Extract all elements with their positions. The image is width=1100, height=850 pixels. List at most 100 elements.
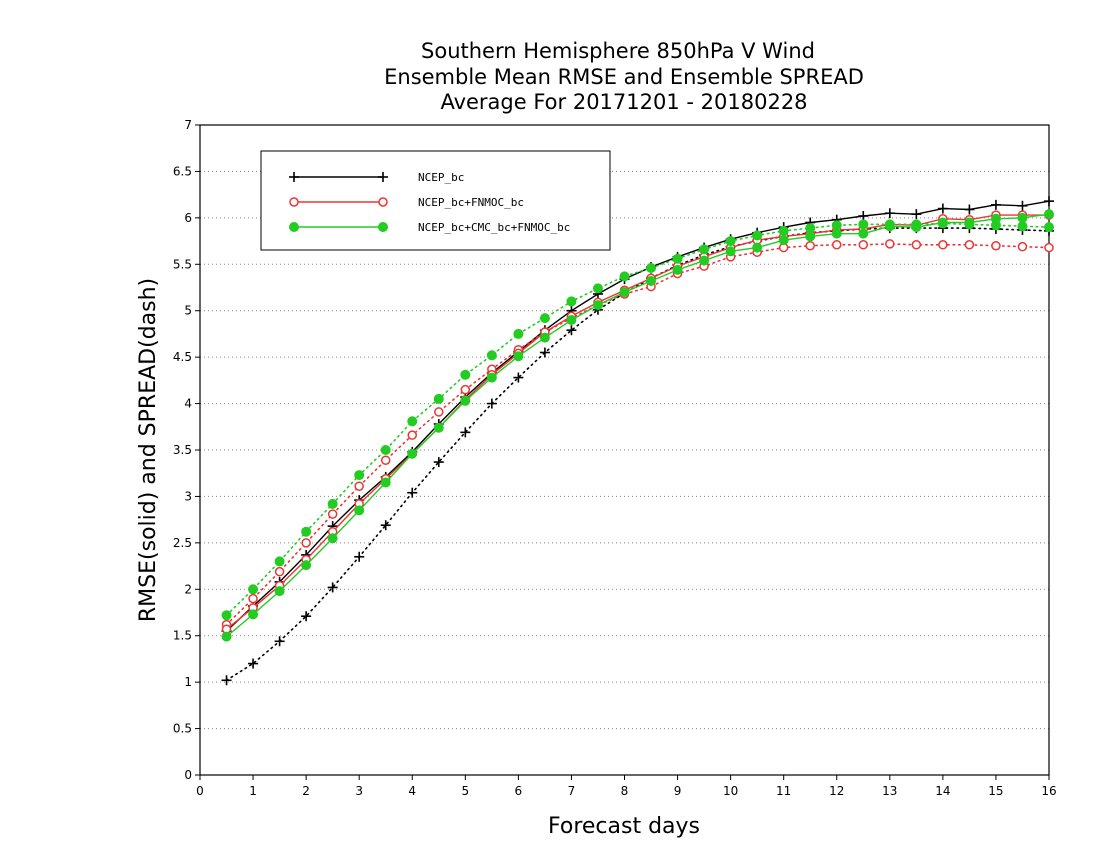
rmse-point: [911, 222, 922, 233]
spread-point: [301, 538, 311, 548]
rmse-line: [226, 213, 1050, 638]
rmse-point: [566, 315, 577, 325]
y-tick-label: 3.5: [173, 443, 192, 457]
spread-point: [1044, 242, 1054, 253]
spread-point: [407, 487, 418, 498]
spread-point: [513, 372, 524, 383]
x-tick-label: 5: [461, 784, 469, 798]
spread-line: [225, 227, 1050, 682]
spread-point: [460, 384, 471, 395]
spread-point: [274, 556, 285, 567]
spread-point: [327, 509, 338, 519]
chart-title-line-1: Southern Hemisphere 850hPa V Wind: [421, 39, 815, 63]
spread-point: [991, 240, 1001, 251]
spread-point: [354, 551, 365, 562]
spread-point: [938, 240, 948, 250]
rmse-point: [1044, 209, 1054, 220]
rmse-point: [990, 199, 1001, 210]
spread-point: [327, 498, 338, 509]
spread-point: [513, 328, 524, 339]
y-tick-label: 0: [184, 768, 192, 782]
spread-point: [592, 283, 603, 294]
rmse-line: [226, 214, 1049, 630]
legend-marker: [378, 222, 388, 232]
y-tick-label: 2.5: [173, 536, 192, 550]
rmse-point: [619, 287, 630, 298]
legend-label: NCEP_bc+CMC_bc+FNMOC_bc: [418, 221, 570, 234]
series: [221, 196, 1054, 686]
y-tick-label: 6: [184, 211, 192, 225]
rmse-point: [380, 477, 391, 488]
y-tick-label: 6.5: [173, 164, 192, 178]
spread-point: [752, 230, 763, 241]
rmse-point: [858, 228, 869, 239]
legend-label: NCEP_bc+FNMOC_bc: [418, 196, 524, 209]
rmse-point: [990, 213, 1001, 224]
tick-labels: 00.511.522.533.544.555.566.570 1 2 3 4 5 6 7 8 9 1…: [173, 118, 1057, 798]
rmse-point: [699, 255, 710, 266]
y-axis-label: RMSE(solid) and SPREAD(dash): [136, 278, 161, 622]
spread-point: [248, 584, 259, 595]
x-tick-label: 14: [935, 784, 950, 798]
legend-marker: [378, 172, 388, 182]
spread-point: [646, 263, 657, 273]
spread-line: [225, 243, 1050, 626]
rmse-point: [407, 448, 418, 459]
spread-point: [619, 271, 630, 282]
rmse-point: [911, 209, 922, 220]
x-tick-label: 4: [408, 784, 416, 798]
rmse-point: [884, 221, 895, 232]
spread-point: [778, 225, 789, 236]
spread-point: [725, 236, 736, 247]
chart-title-line-3: Average For 20171201 - 20180228: [440, 90, 807, 114]
grid: [200, 170, 1049, 730]
spread-point: [672, 253, 683, 264]
y-tick-label: 3: [184, 489, 192, 503]
legend-marker: [378, 197, 388, 207]
y-tick-label: 5: [184, 304, 192, 318]
spread-point: [380, 455, 391, 465]
x-tick-label: 2: [302, 784, 310, 798]
legend-label: NCEP_bc: [418, 171, 464, 184]
spread-point: [1017, 221, 1028, 232]
spread-point: [911, 240, 922, 250]
rmse-point: [964, 204, 975, 215]
x-tick-label: 7: [568, 784, 576, 798]
rmse-point: [858, 211, 869, 221]
y-tick-label: 1: [184, 675, 192, 689]
x-tick-label: 9: [674, 784, 682, 798]
spread-point: [964, 240, 975, 250]
spread-point: [832, 240, 842, 250]
spread-point: [354, 481, 364, 491]
spread-point: [885, 239, 895, 249]
legend-marker: [289, 197, 299, 207]
rmse-point: [274, 586, 285, 597]
spread-point: [1017, 241, 1028, 252]
rmse-point: [805, 231, 816, 242]
spread-point: [805, 223, 816, 234]
rmse-point: [964, 217, 975, 228]
chart-title-line-2: Ensemble Mean RMSE and Ensemble SPREAD: [384, 65, 864, 89]
legend-marker: [289, 172, 299, 182]
rmse-point: [301, 560, 312, 571]
legend-entry-0: NCEP_bc: [289, 171, 464, 184]
spread-point: [380, 520, 391, 531]
rmse-point: [354, 505, 365, 516]
legend-entry-2: NCEP_bc+CMC_bc+FNMOC_bc: [289, 221, 570, 234]
spread-point: [380, 445, 391, 455]
rmse-point: [937, 217, 948, 228]
rmse-point: [672, 264, 683, 275]
spread-point: [460, 427, 471, 438]
y-tick-label: 4.5: [173, 350, 192, 364]
axes: [195, 124, 1050, 780]
spread-point: [805, 240, 815, 251]
rmse-point: [248, 609, 259, 620]
series-0: [221, 196, 1054, 686]
spread-point: [486, 398, 497, 409]
x-tick-label: 1: [249, 784, 257, 798]
x-tick-label: 13: [882, 784, 897, 798]
y-tick-label: 5.5: [173, 257, 192, 271]
spread-point: [433, 393, 444, 404]
x-tick-label: 6: [515, 784, 523, 798]
